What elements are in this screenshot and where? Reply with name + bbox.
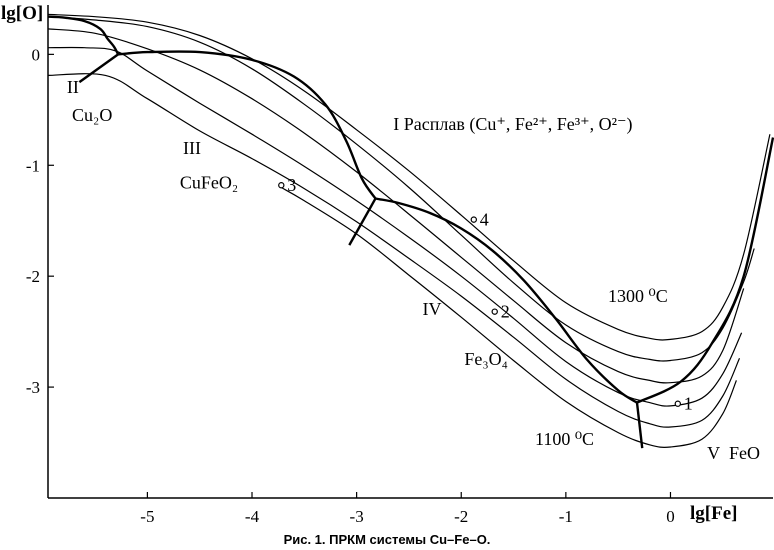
region-labels: I Расплав (Cu⁺, Fe²⁺, Fe³⁺, O²⁻) II Cu₂O II… bbox=[67, 77, 760, 463]
data-point-label-1: 1 bbox=[684, 394, 693, 414]
isotherm-label-top: 1300 ⁰C bbox=[608, 286, 668, 306]
data-point-1 bbox=[674, 400, 681, 407]
data-point-label-2: 2 bbox=[501, 302, 510, 322]
y-tick-label: -3 bbox=[26, 378, 40, 397]
phase-boundary-4 bbox=[348, 197, 377, 246]
data-point-3 bbox=[278, 182, 285, 189]
data-point-4 bbox=[470, 216, 477, 223]
x-tick-label: -4 bbox=[245, 507, 260, 526]
region-label-8: V bbox=[707, 443, 720, 463]
isotherms bbox=[47, 13, 771, 448]
phase-boundary-7 bbox=[636, 137, 774, 404]
region-label-1: I Расплав (Cu⁺, Fe²⁺, Fe³⁺, O²⁻) bbox=[393, 114, 632, 135]
y-tick-label: -2 bbox=[26, 267, 40, 286]
phase-boundaries bbox=[47, 15, 774, 449]
x-tick-label: -2 bbox=[454, 507, 468, 526]
region-label-7: Fe₃O₄ bbox=[464, 349, 508, 369]
y-tick-label: 0 bbox=[32, 45, 41, 64]
x-tick-label: -5 bbox=[140, 507, 154, 526]
isotherm-line-1 bbox=[47, 13, 771, 341]
region-label-2: II bbox=[67, 77, 79, 97]
x-tick-label: 0 bbox=[666, 507, 675, 526]
phase-boundary-6 bbox=[635, 402, 644, 449]
y-tick-label: -1 bbox=[26, 156, 40, 175]
isotherm-line-5 bbox=[47, 73, 741, 428]
x-tick-label: -1 bbox=[559, 507, 573, 526]
phase-boundary-1 bbox=[47, 15, 120, 55]
figure-caption: Рис. 1. ПРКМ системы Cu–Fe–O. bbox=[283, 532, 491, 547]
region-label-5: CuFeO₂ bbox=[180, 173, 238, 193]
x-axis-label: lg[Fe] bbox=[690, 503, 737, 524]
isotherm-label-bottom: 1100 ⁰C bbox=[535, 429, 594, 449]
region-label-3: Cu₂O bbox=[72, 105, 112, 125]
phase-boundary-2 bbox=[118, 50, 377, 200]
region-label-6: IV bbox=[423, 299, 442, 319]
axis-ticks: -5 -4 -3 -2 -1 0 0 -1 -2 -3 bbox=[26, 45, 675, 526]
isotherm-line-2 bbox=[47, 16, 755, 362]
isotherm-line-3 bbox=[47, 28, 745, 384]
data-point-label-4: 4 bbox=[480, 210, 489, 230]
phase-boundary-5 bbox=[375, 197, 638, 404]
data-point-2 bbox=[491, 308, 498, 315]
sample-points: 1 2 3 4 bbox=[278, 175, 693, 414]
region-label-4: III bbox=[183, 138, 201, 158]
x-tick-label: -3 bbox=[350, 507, 364, 526]
data-point-label-3: 3 bbox=[287, 175, 296, 195]
y-axis-label: lg[O] bbox=[1, 3, 43, 24]
isotherm-line-4 bbox=[47, 46, 743, 407]
region-label-9: FeO bbox=[729, 443, 760, 463]
phase-boundary-3 bbox=[78, 53, 119, 84]
